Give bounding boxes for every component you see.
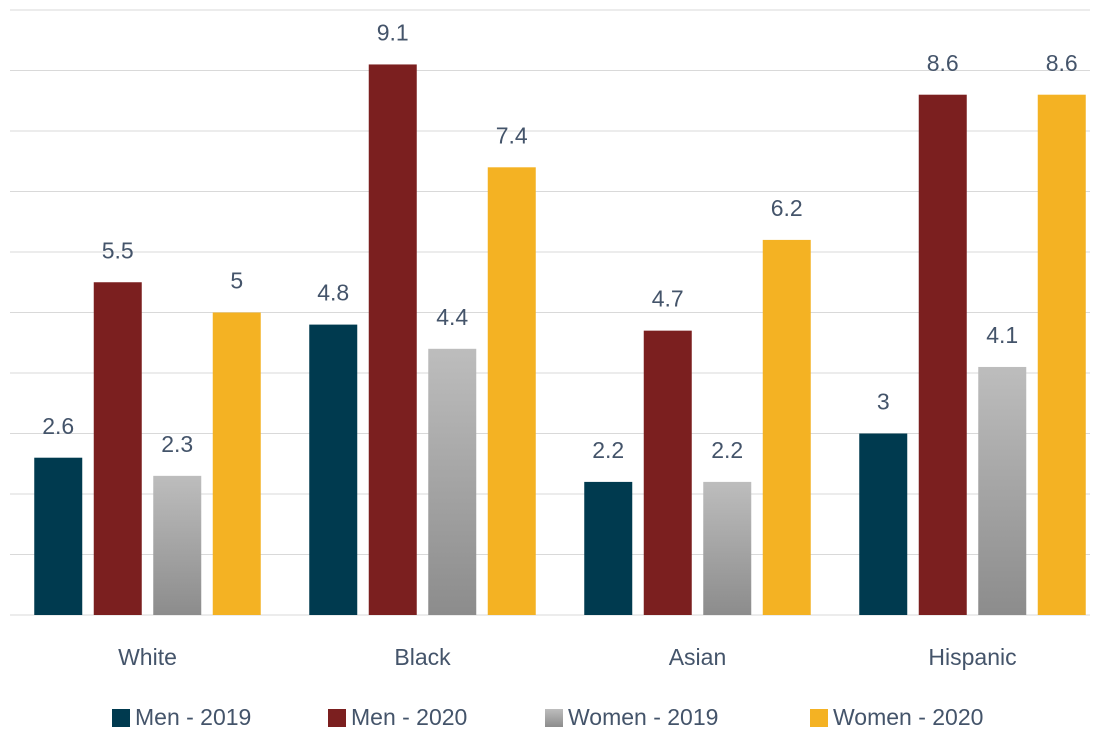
value-label: 8.6 [927,50,959,76]
bar [212,312,261,615]
bar [368,64,417,615]
bar [487,167,536,616]
value-label: 4.1 [986,322,1018,348]
legend-swatch [545,709,563,727]
legend-label: Men - 2019 [135,704,251,730]
bar [309,324,358,615]
bar [918,94,967,615]
value-label: 4.8 [317,280,349,306]
bar [859,433,908,615]
bar [762,239,811,615]
legend-swatch [810,709,828,727]
bar [93,282,142,615]
value-label: 8.6 [1046,50,1078,76]
bar [703,481,752,615]
bar [34,457,83,615]
x-tick-label: Black [394,644,451,670]
bar [1037,94,1086,615]
value-label: 2.2 [711,437,743,463]
value-label: 4.7 [652,286,684,312]
bar [153,475,202,615]
value-label: 4.4 [436,304,468,330]
x-tick-label: Hispanic [928,644,1016,670]
legend-label: Men - 2020 [351,704,467,730]
bar [978,366,1027,615]
bar [643,330,692,615]
value-label: 2.3 [161,431,193,457]
value-label: 3 [877,389,890,415]
bar [584,481,633,615]
value-label: 2.2 [592,437,624,463]
value-label: 2.6 [42,413,74,439]
x-tick-label: Asian [669,644,727,670]
value-label: 9.1 [377,20,409,46]
legend-label: Women - 2019 [568,704,718,730]
legend-swatch [112,709,130,727]
legend-label: Women - 2020 [833,704,983,730]
value-label: 6.2 [771,195,803,221]
legend-swatch [328,709,346,727]
value-label: 5 [230,268,243,294]
value-label: 5.5 [102,237,134,263]
value-label: 7.4 [496,122,528,148]
x-tick-label: White [118,644,177,670]
bar [428,348,477,615]
